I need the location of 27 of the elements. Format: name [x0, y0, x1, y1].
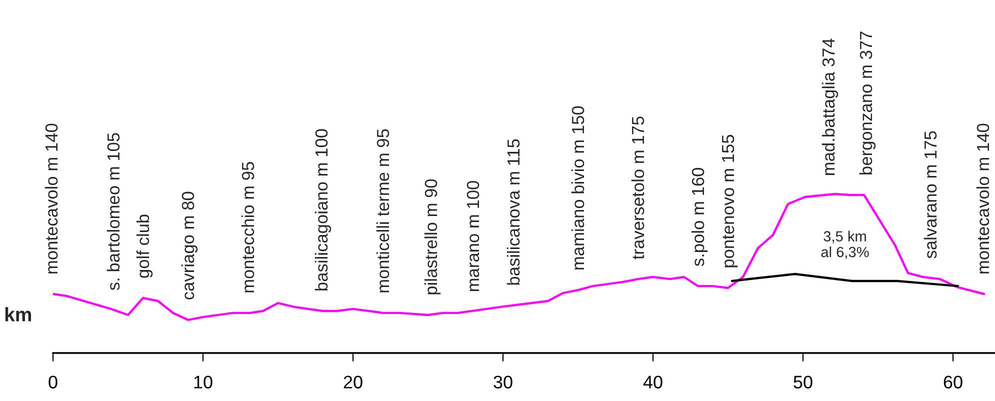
x-tick-label: 20 — [344, 376, 362, 388]
x-tick-label: 60 — [944, 376, 962, 388]
annotation: cavriago m 80 — [181, 192, 198, 300]
annotation: mad.battaglia 374 — [822, 38, 838, 175]
annotation: marano m 100 — [466, 180, 480, 292]
x-tick-label: 40 — [643, 376, 662, 388]
annotation: s. bartolomeo m 105 — [106, 133, 120, 290]
annotation: bergonzano m 377 — [859, 32, 876, 174]
x-tick-label: 50 — [794, 376, 812, 388]
annotation: pilastrello m 90 — [424, 179, 441, 294]
annotation: montecchio m 95 — [241, 162, 254, 292]
annotation: basilicagoiano m 100 — [314, 129, 332, 290]
annotation: s.polo m 160 — [691, 168, 708, 266]
x-tick-label: 30 — [494, 376, 512, 388]
annotation: montecavolo m 140 — [976, 124, 990, 274]
annotation: 3,5 km al 6,3% — [821, 230, 869, 259]
annotation: monticelli terme m 95 — [376, 129, 390, 292]
annotation: traversetolo m 175 — [631, 116, 644, 260]
annotation: salvarano m 175 — [924, 131, 937, 258]
annotation: basilicanova m 115 — [506, 139, 520, 285]
x-tick-label: 0 — [48, 376, 58, 388]
annotation: pontenovo m 155 — [722, 134, 738, 268]
annotation: montecavolo m 140 — [44, 124, 58, 274]
annotation: mamiano bivio m 150 — [571, 106, 584, 270]
x-axis-title: km — [5, 307, 31, 322]
x-tick-label: 10 — [194, 376, 212, 388]
annotation: golf club — [136, 214, 153, 278]
